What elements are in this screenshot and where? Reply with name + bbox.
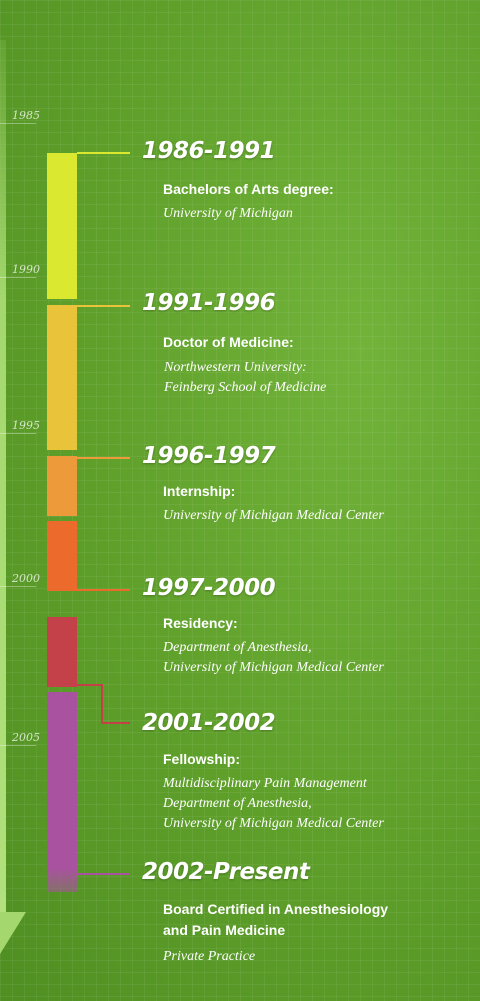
entry-heading-line: and Pain Medicine <box>163 922 286 938</box>
entry-desc-line: University of Michigan Medical Center <box>163 660 384 675</box>
entry-heading-board-certified: Board Certified in Anesthesiology and Pa… <box>163 899 388 941</box>
entry-heading-residency: Residency: <box>163 615 238 631</box>
timeline-bar-fellowship <box>47 617 77 687</box>
entry-desc-line: University of Michigan Medical Center <box>163 508 384 523</box>
entry-desc-line: Multidisciplinary Pain Management <box>163 776 367 791</box>
connector-residency <box>77 589 130 591</box>
connector-medicine <box>77 305 130 307</box>
connector-fellowship-b <box>101 684 103 724</box>
entry-title-1997-2000: 1997-2000 <box>142 575 276 601</box>
timeline-arrow-icon <box>0 912 26 954</box>
year-label-2000: 2000 <box>0 573 40 587</box>
timeline-bar-residency <box>47 521 77 591</box>
connector-bachelors <box>77 152 130 154</box>
entry-heading-medicine: Doctor of Medicine: <box>163 334 294 350</box>
entry-desc-line: Private Practice <box>163 949 256 964</box>
year-label-1990: 1990 <box>0 264 40 278</box>
year-label-1995: 1995 <box>0 420 40 434</box>
entry-desc-line: University of Michigan <box>163 206 293 221</box>
entry-desc-fellowship: Multidisciplinary Pain Management Depart… <box>163 774 384 834</box>
entry-desc-medicine: Northwestern University: Feinberg School… <box>164 358 326 398</box>
entry-desc-line: Department of Anesthesia, <box>163 796 312 811</box>
entry-title-2002-present: 2002-Present <box>142 859 310 885</box>
entry-heading-line: Board Certified in Anesthesiology <box>163 901 389 917</box>
timeline-bar-internship <box>47 456 77 516</box>
entry-desc-line: Feinberg School of Medicine <box>164 380 327 395</box>
entry-desc-line: University of Michigan Medical Center <box>163 816 384 831</box>
connector-fellowship-a <box>77 684 103 686</box>
entry-desc-practice: Private Practice <box>163 947 255 967</box>
timeline-bar-bachelors <box>47 153 77 299</box>
entry-heading-bachelors: Bachelors of Arts degree: <box>163 181 334 197</box>
connector-internship <box>77 457 130 459</box>
timeline-bar-medicine <box>47 305 77 450</box>
entry-title-1986-1991: 1986-1991 <box>142 138 276 164</box>
entry-heading-fellowship: Fellowship: <box>163 751 240 767</box>
entry-title-1991-1996: 1991-1996 <box>142 290 276 316</box>
entry-desc-internship: University of Michigan Medical Center <box>163 506 384 526</box>
entry-desc-line: Northwestern University: <box>164 360 307 375</box>
entry-desc-line: Department of Anesthesia, <box>163 640 312 655</box>
entry-title-2001-2002: 2001-2002 <box>142 710 276 736</box>
connector-practice <box>77 873 130 875</box>
timeline-axis <box>0 40 6 913</box>
year-label-1985: 1985 <box>0 110 40 124</box>
entry-desc-bachelors: University of Michigan <box>163 204 293 224</box>
connector-fellowship-c <box>101 722 130 724</box>
entry-desc-residency: Department of Anesthesia, University of … <box>163 638 384 678</box>
year-label-2005: 2005 <box>0 732 40 746</box>
entry-title-1996-1997: 1996-1997 <box>142 443 276 469</box>
entry-heading-internship: Internship: <box>163 483 236 499</box>
timeline-bar-practice <box>47 692 77 892</box>
